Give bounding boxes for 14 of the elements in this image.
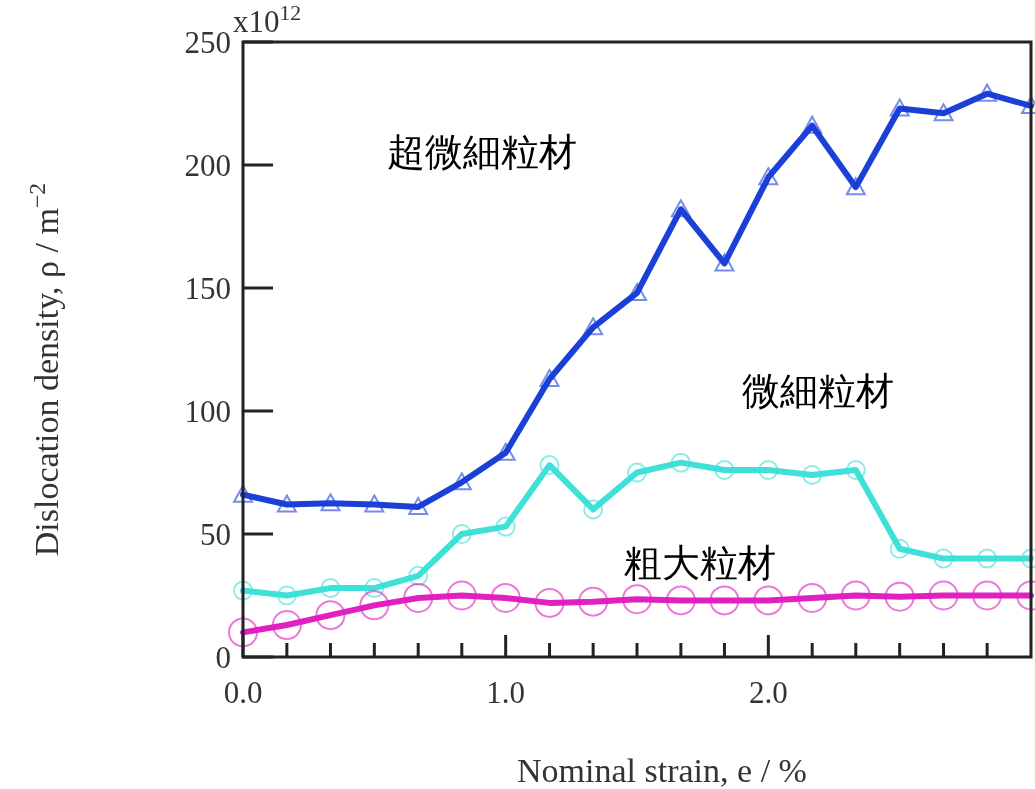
y-tick-label: 200: [184, 148, 231, 183]
y-tick-label: 50: [200, 517, 231, 552]
y-tick-label: 0: [215, 640, 231, 675]
annotation: x10$^{12}$: [233, 1, 302, 39]
y-tick-label: 100: [184, 394, 231, 429]
x-tick-label: 2.0: [748, 675, 788, 710]
series-label: 粗大粒材: [623, 540, 776, 585]
y-tick-label: 150: [184, 271, 231, 306]
series-label: 微細粒材: [742, 368, 895, 413]
series-label: 超微細粒材: [387, 130, 578, 174]
x-tick-label: 1.0: [486, 675, 526, 710]
x-axis-title: Nominal strain, e / %: [517, 752, 807, 789]
x-tick-label: 0.0: [223, 675, 263, 710]
y-tick-label: 250: [184, 25, 231, 60]
